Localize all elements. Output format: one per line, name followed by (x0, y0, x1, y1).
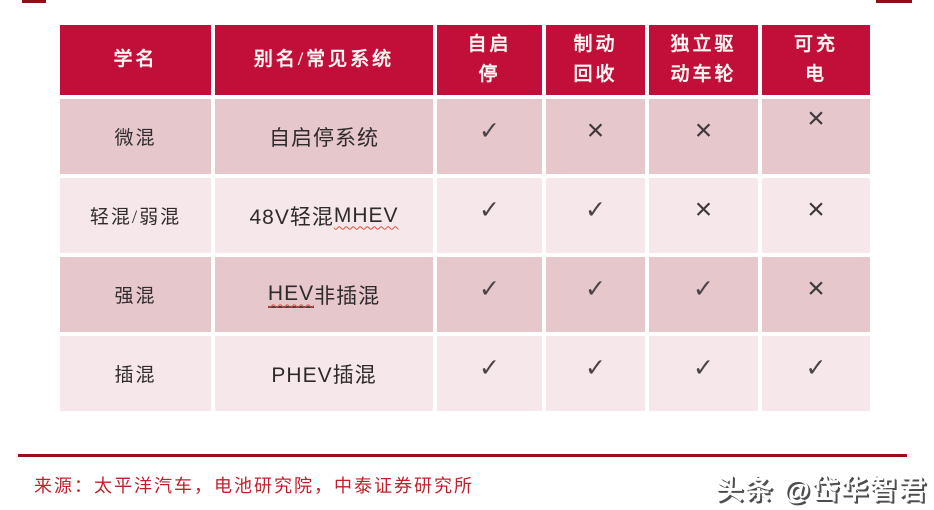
check-glyph: ✓ (479, 116, 500, 145)
cross-icon: × (762, 257, 870, 332)
row-name-cell: 轻混/弱混 (60, 178, 211, 253)
alias-text: 48V轻混 (249, 205, 334, 229)
check-icon: ✓ (649, 336, 758, 411)
header-cell-3: 制动 回收 (546, 25, 645, 95)
check-icon: ✓ (437, 257, 542, 332)
check-icon: ✓ (649, 257, 758, 332)
check-glyph: ✓ (479, 274, 500, 303)
check-glyph: ✓ (585, 274, 606, 303)
alias-text: HEV (267, 282, 315, 308)
top-left-corner-mark (22, 0, 46, 3)
check-icon: ✓ (437, 336, 542, 411)
header-cell-2: 自启 停 (437, 25, 542, 95)
check-glyph: ✓ (585, 353, 606, 382)
check-glyph: ✓ (585, 195, 606, 224)
cross-icon: × (649, 178, 758, 253)
header-cell-1: 别名/常见系统 (215, 25, 433, 95)
check-icon: ✓ (546, 178, 645, 253)
row-alias-cell: HEV 非插混 (215, 257, 433, 332)
top-right-corner-mark (876, 0, 912, 3)
check-glyph: ✓ (479, 353, 500, 382)
check-icon: ✓ (546, 257, 645, 332)
check-icon: ✓ (762, 336, 870, 411)
cross-glyph: × (807, 271, 825, 305)
alias-text: PHEV插混 (271, 363, 377, 387)
alias-text: 非插混 (314, 284, 381, 308)
source-note: 来源：太平洋汽车，电池研究院，中泰证券研究所 (34, 476, 474, 496)
cross-icon: × (762, 178, 870, 253)
cross-glyph: × (807, 101, 825, 135)
check-icon: ✓ (546, 336, 645, 411)
toutiao-watermark: 头条 @岱华智君 (716, 475, 928, 505)
check-glyph: ✓ (805, 353, 827, 382)
row-name-cell: 强混 (60, 257, 211, 332)
cross-glyph: × (586, 113, 605, 147)
header-cell-0: 学名 (60, 25, 211, 95)
cross-glyph: × (807, 192, 825, 226)
footer-divider-line (18, 454, 907, 457)
check-icon: ✓ (437, 178, 542, 253)
alias-text: 自启停系统 (269, 126, 379, 150)
cross-glyph: × (694, 192, 713, 226)
alias-text: MHEV (333, 203, 399, 227)
cross-icon: × (762, 99, 870, 174)
check-glyph: ✓ (479, 195, 500, 224)
cross-icon: × (649, 99, 758, 174)
row-name-cell: 插混 (60, 336, 211, 411)
check-glyph: ✓ (693, 274, 714, 303)
cross-glyph: × (694, 113, 713, 147)
row-alias-cell: 自启停系统 (215, 99, 433, 174)
hybrid-types-table: 学名 别名/常见系统 自启 停制动 回收 独立驱 动车轮 可充 电微混 自启停系统 ✓ × × ×… (60, 25, 870, 411)
row-alias-cell: 48V轻混 MHEV (215, 178, 433, 253)
row-name-cell: 微混 (60, 99, 211, 174)
header-cell-4: 独立驱 动车轮 (649, 25, 758, 95)
cross-icon: × (546, 99, 645, 174)
check-glyph: ✓ (693, 353, 714, 382)
header-cell-5: 可充 电 (762, 25, 870, 95)
row-alias-cell: PHEV插混 (215, 336, 433, 411)
check-icon: ✓ (437, 99, 542, 174)
